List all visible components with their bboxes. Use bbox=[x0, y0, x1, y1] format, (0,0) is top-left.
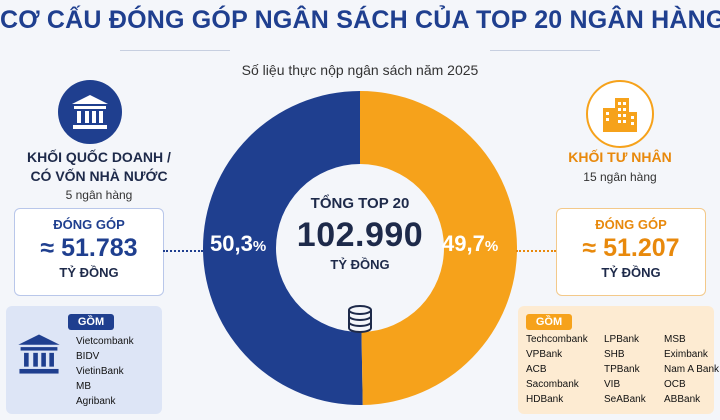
private-bank-item: ACB bbox=[526, 364, 547, 375]
private-bank-item: Sacombank bbox=[526, 379, 579, 390]
state-bank-count: 5 ngân hàng bbox=[65, 188, 133, 202]
private-contribution-box: ĐÓNG GÓP ≈ 51.207 TỶ ĐỒNG bbox=[556, 208, 706, 296]
state-bank-item: Vietcombank bbox=[76, 336, 134, 347]
state-contribution-label: ĐÓNG GÓP bbox=[53, 217, 125, 232]
state-contribution-unit: TỶ ĐỒNG bbox=[59, 265, 119, 280]
total-value: 102.990 bbox=[296, 216, 424, 254]
state-bank-item: MB bbox=[76, 381, 91, 392]
bank-icon bbox=[58, 80, 122, 144]
private-bank-item: HDBank bbox=[526, 394, 564, 405]
title-divider-right bbox=[490, 50, 600, 51]
state-title-line1: KHỐI QUỐC DOANH / bbox=[27, 149, 171, 165]
state-includes-tag: GỒM bbox=[68, 314, 114, 330]
pct-number-private: 49,7 bbox=[442, 231, 485, 256]
slice-state bbox=[202, 91, 363, 406]
private-includes-tag: GỒM bbox=[526, 314, 572, 330]
page-subtitle: Số liệu thực nộp ngân sách năm 2025 bbox=[241, 62, 479, 78]
private-bank-item: ABBank bbox=[664, 394, 701, 405]
state-sector-title: KHỐI QUỐC DOANH / CÓ VỐN NHÀ NƯỚC bbox=[14, 148, 184, 186]
total-label: TỔNG TOP 20 bbox=[310, 195, 410, 212]
private-bank-count: 15 ngân hàng bbox=[583, 170, 657, 184]
building-icon bbox=[586, 80, 654, 148]
state-connector bbox=[163, 250, 203, 252]
total-unit: TỶ ĐỒNG bbox=[330, 257, 390, 272]
slice-private bbox=[360, 91, 517, 405]
page-title: CƠ CẤU ĐÓNG GÓP NGÂN SÁCH CỦA TOP 20 NGÂ… bbox=[0, 6, 720, 34]
pct-label-state: 50,3% bbox=[210, 231, 266, 257]
state-bank-item: VietinBank bbox=[76, 366, 124, 377]
private-bank-item: VIB bbox=[604, 379, 621, 390]
private-bank-item: OCB bbox=[664, 379, 686, 390]
private-bank-item: VPBank bbox=[526, 349, 563, 360]
private-contribution-value: ≈ 51.207 bbox=[582, 234, 680, 262]
title-divider-left bbox=[120, 50, 230, 51]
private-bank-item: Nam A Bank bbox=[664, 364, 720, 375]
private-bank-item: LPBank bbox=[604, 334, 640, 345]
coins-icon bbox=[348, 305, 372, 333]
pct-number-state: 50,3 bbox=[210, 231, 253, 256]
state-bank-item: Agribank bbox=[76, 396, 116, 407]
private-bank-item: SHB bbox=[604, 349, 625, 360]
private-bank-item: SeABank bbox=[604, 394, 646, 405]
private-sector-title: KHỐI TƯ NHÂN bbox=[568, 149, 672, 165]
private-bank-item: TPBank bbox=[604, 364, 640, 375]
private-bank-item: Eximbank bbox=[664, 349, 708, 360]
state-bank-item: BIDV bbox=[76, 351, 100, 362]
state-contribution-box: ĐÓNG GÓP ≈ 51.783 TỶ ĐỒNG bbox=[14, 208, 164, 296]
state-title-line2: CÓ VỐN NHÀ NƯỚC bbox=[30, 168, 168, 184]
private-banks-box: GỒM Techcombank VPBank ACB Sacombank HDB… bbox=[518, 306, 719, 414]
pct-sign-private: % bbox=[484, 238, 499, 255]
private-contribution-unit: TỶ ĐỒNG bbox=[601, 265, 661, 280]
private-contribution-label: ĐÓNG GÓP bbox=[595, 217, 667, 232]
state-contribution-value: ≈ 51.783 bbox=[40, 234, 138, 262]
bank-icon-small bbox=[18, 334, 60, 374]
private-connector bbox=[516, 250, 556, 252]
private-bank-item: Techcombank bbox=[526, 334, 588, 345]
donut-center: TỔNG TOP 20 102.990 TỶ ĐỒNG bbox=[280, 195, 440, 272]
private-bank-item: MSB bbox=[664, 334, 686, 345]
pct-sign-state: % bbox=[252, 238, 267, 255]
pct-label-private: 49,7% bbox=[442, 231, 498, 257]
state-banks-box: GỒM Vietcombank BIDV VietinBank MB Agrib… bbox=[6, 306, 162, 414]
